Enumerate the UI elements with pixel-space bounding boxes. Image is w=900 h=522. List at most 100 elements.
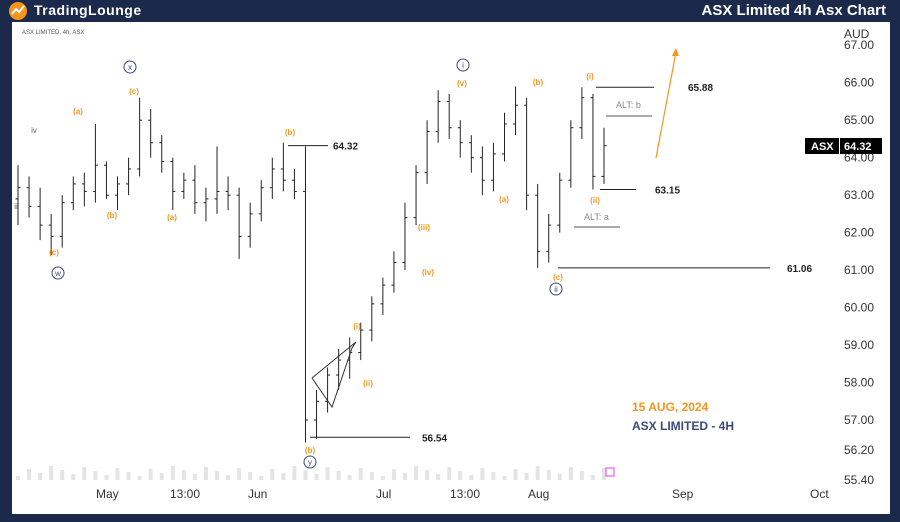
volume-bar: [325, 467, 330, 480]
x-tick-label: 13:00: [170, 487, 200, 501]
price-level-label: 56.54: [422, 433, 447, 444]
volume-bar: [237, 468, 242, 480]
volume-bars: [16, 466, 606, 480]
volume-bar: [579, 471, 584, 480]
wave-label: w: [54, 269, 61, 278]
volume-bar: [590, 475, 595, 480]
volume-bar: [71, 474, 76, 480]
volume-bar: [491, 472, 496, 480]
wave-label: (iii): [418, 223, 430, 232]
volume-bar: [469, 475, 474, 480]
x-tick-label: Sep: [672, 487, 694, 501]
volume-bar: [602, 468, 606, 480]
wave-label: (b): [305, 446, 316, 455]
volume-bar: [16, 476, 20, 480]
volume-bar: [535, 466, 540, 480]
volume-bar: [414, 466, 419, 480]
wave-label: (c): [553, 273, 563, 282]
x-tick-label: May: [96, 487, 119, 501]
volume-bar: [391, 469, 396, 480]
ticker-badge: ASX 64.32: [805, 138, 882, 154]
volume-bar: [557, 474, 562, 480]
wave-label: (ii): [590, 196, 600, 205]
volume-bar: [270, 469, 275, 480]
wave-circle: [549, 282, 563, 296]
volume-bar: [358, 468, 363, 480]
y-tick-label: 66.00: [844, 76, 874, 90]
x-tick-label: Jun: [248, 487, 267, 501]
volume-bar: [170, 466, 175, 480]
volume-bar: [248, 472, 253, 480]
volume-bar: [148, 469, 153, 480]
volume-bar: [369, 472, 374, 480]
volume-bar: [425, 470, 430, 480]
alt-a-label: ALT: a: [584, 212, 609, 222]
wave-label: x: [128, 63, 132, 72]
volume-bar: [314, 474, 319, 480]
volume-bar: [159, 473, 164, 480]
volume-bar: [336, 471, 341, 480]
y-axis: 67.00 66.00 65.00 64.00 63.00 62.00 61.00 60.00…: [844, 38, 874, 487]
wave-label: (c): [129, 87, 139, 96]
price-level-label: 64.32: [333, 142, 358, 153]
volume-bar: [49, 466, 54, 480]
y-tick-label: 61.00: [844, 263, 874, 277]
volume-bar: [38, 473, 43, 480]
y-tick-label: 64.00: [844, 151, 874, 165]
wave-circle: [303, 455, 317, 469]
volume-bar: [137, 476, 142, 480]
volume-bar: [502, 476, 507, 480]
y-tick-label: 60.00: [844, 301, 874, 315]
volume-bar: [215, 471, 220, 480]
volume-bar: [93, 471, 98, 480]
date-stamp: 15 AUG, 2024: [632, 400, 709, 414]
y-tick-label: 58.00: [844, 376, 874, 390]
alt-b-label: ALT: b: [616, 100, 641, 110]
wave-label: y: [308, 458, 312, 467]
wave-label: ii: [554, 285, 558, 294]
volume-bar: [303, 470, 308, 480]
volume-bar: [226, 475, 231, 480]
chart-area: ASX LIMITED, 4h, ASX AUD 67.00 66.00 65.00…: [12, 22, 890, 514]
y-tick-label: 57.00: [844, 413, 874, 427]
wave-label: (ii): [363, 379, 373, 388]
wave-circle: [123, 60, 137, 74]
volume-bar: [104, 475, 109, 480]
chart-subtitle: ASX LIMITED - 4H: [632, 419, 734, 433]
volume-bar: [568, 467, 573, 480]
volume-bar: [126, 472, 131, 480]
x-tick-label: Aug: [528, 487, 549, 501]
volume-bar: [447, 467, 452, 480]
x-tick-label: 13:00: [450, 487, 480, 501]
volume-bar: [60, 470, 65, 480]
volume-bar: [347, 475, 352, 480]
volume-bar: [181, 470, 186, 480]
x-tick-label: Jul: [376, 487, 391, 501]
volume-bar: [203, 467, 208, 480]
volume-bar: [292, 466, 297, 480]
volume-bar: [513, 469, 518, 480]
y-tick-label: 59.00: [844, 338, 874, 352]
price-chart[interactable]: ASX LIMITED, 4h, ASX AUD 67.00 66.00 65.00…: [12, 22, 890, 514]
y-tick-label: 55.40: [844, 473, 874, 487]
volume-bar: [259, 476, 264, 480]
y-tick-label: 67.00: [844, 38, 874, 52]
wave-label: (b): [285, 128, 296, 137]
event-marker-icon[interactable]: [605, 467, 615, 477]
volume-bar: [480, 468, 485, 480]
volume-bar: [524, 473, 529, 480]
volume-bar: [402, 473, 407, 480]
volume-bar: [546, 470, 551, 480]
logo-text: TradingLounge: [34, 2, 142, 18]
wave-label: (i): [353, 322, 361, 331]
wave-label: (c): [49, 248, 59, 257]
candlesticks: [15, 86, 607, 443]
wave-label: ii: [14, 202, 18, 211]
wave-label: (a): [167, 213, 177, 222]
x-axis: May 13:00 Jun Jul 13:00 Aug Sep Oct: [96, 487, 829, 501]
volume-bar: [192, 474, 197, 480]
volume-bar: [380, 476, 385, 480]
volume-bar: [82, 467, 87, 480]
currency-label: AUD: [844, 27, 870, 41]
logo-icon: [9, 2, 27, 20]
